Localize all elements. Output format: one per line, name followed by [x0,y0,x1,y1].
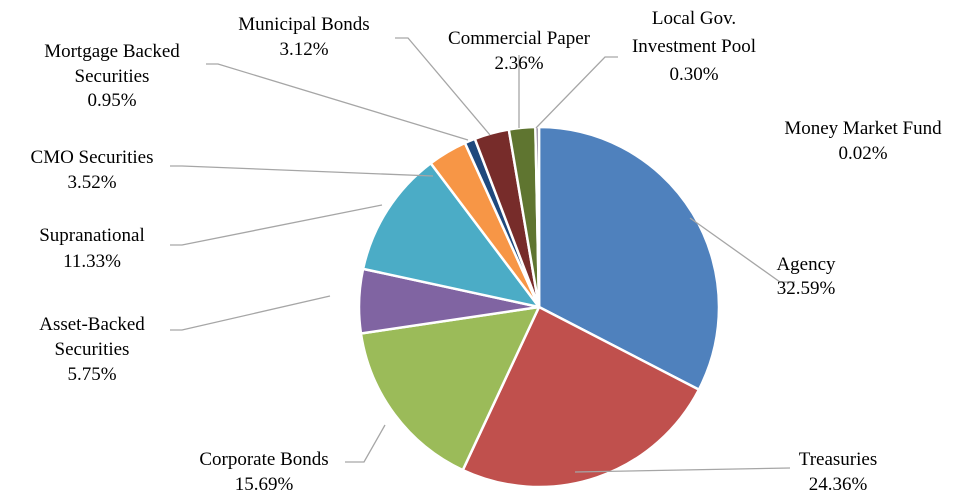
slice-value-label: 15.69% [235,474,294,495]
slice-value-label: 3.52% [67,172,116,193]
slice-name-label: Municipal Bonds [238,14,369,35]
slice-name-label: Investment Pool [632,36,756,57]
slice-value-label: 32.59% [777,278,836,299]
slice-name-label: Corporate Bonds [199,449,328,470]
leader-line [345,424,386,463]
slice-value-label: 5.75% [67,364,116,385]
slice-name-label: Commercial Paper [448,28,591,49]
slice-value-label: 11.33% [63,251,121,272]
leader-line [574,467,791,473]
slice-name-label: Money Market Fund [784,118,942,139]
leader-line [170,295,331,331]
slice-name-label: Securities [55,339,130,360]
pie-slice-corporate-bonds [359,305,541,472]
slice-label: Local Gov. Investment Pool 0.30% [632,8,756,85]
slice-label: Corporate Bonds 15.69% [199,449,328,495]
slice-name-label: Supranational [39,225,145,246]
slice-name-label: Mortgage Backed [44,41,180,62]
pie-slices [357,125,721,489]
slice-name-label: Local Gov. [652,8,736,29]
leader-line [170,165,434,177]
leader-line [206,63,469,141]
slice-label: Asset-Backed Securities 5.75% [39,314,145,385]
slice-label: Municipal Bonds 3.12% [238,14,369,60]
slice-value-label: 0.30% [669,64,718,85]
leader-lines [170,37,795,473]
pie-slice-supranational [361,161,541,309]
slice-label: Money Market Fund 0.02% [784,118,942,164]
slice-label: Commercial Paper 2.36% [448,28,591,74]
slice-value-label: 0.95% [87,90,136,111]
leader-line [170,204,383,246]
pie-slice-agency [537,125,721,391]
leader-line [689,217,795,283]
slice-name-label: Treasuries [799,449,877,470]
slice-name-label: Agency [776,254,836,275]
slice-value-label: 3.12% [279,39,328,60]
slice-value-label: 0.02% [838,143,887,164]
slice-label: Mortgage Backed Securities 0.95% [44,41,180,111]
leader-line [535,56,618,129]
slice-name-label: Securities [75,66,150,87]
slice-label: Agency 32.59% [776,254,836,299]
slice-label: Supranational 11.33% [39,225,145,272]
leader-line [395,37,491,136]
pie-slice-treasuries [461,305,701,489]
slice-value-label: 24.36% [809,474,868,495]
slice-name-label: CMO Securities [31,147,154,168]
slice-labels: Agency 32.59% Treasuries 24.36% Corporate Bo… [31,8,943,495]
slice-value-label: 2.36% [494,53,543,74]
slice-name-label: Asset-Backed [39,314,145,335]
slice-label: Treasuries 24.36% [799,449,877,495]
slice-label: CMO Securities 3.52% [31,147,154,193]
